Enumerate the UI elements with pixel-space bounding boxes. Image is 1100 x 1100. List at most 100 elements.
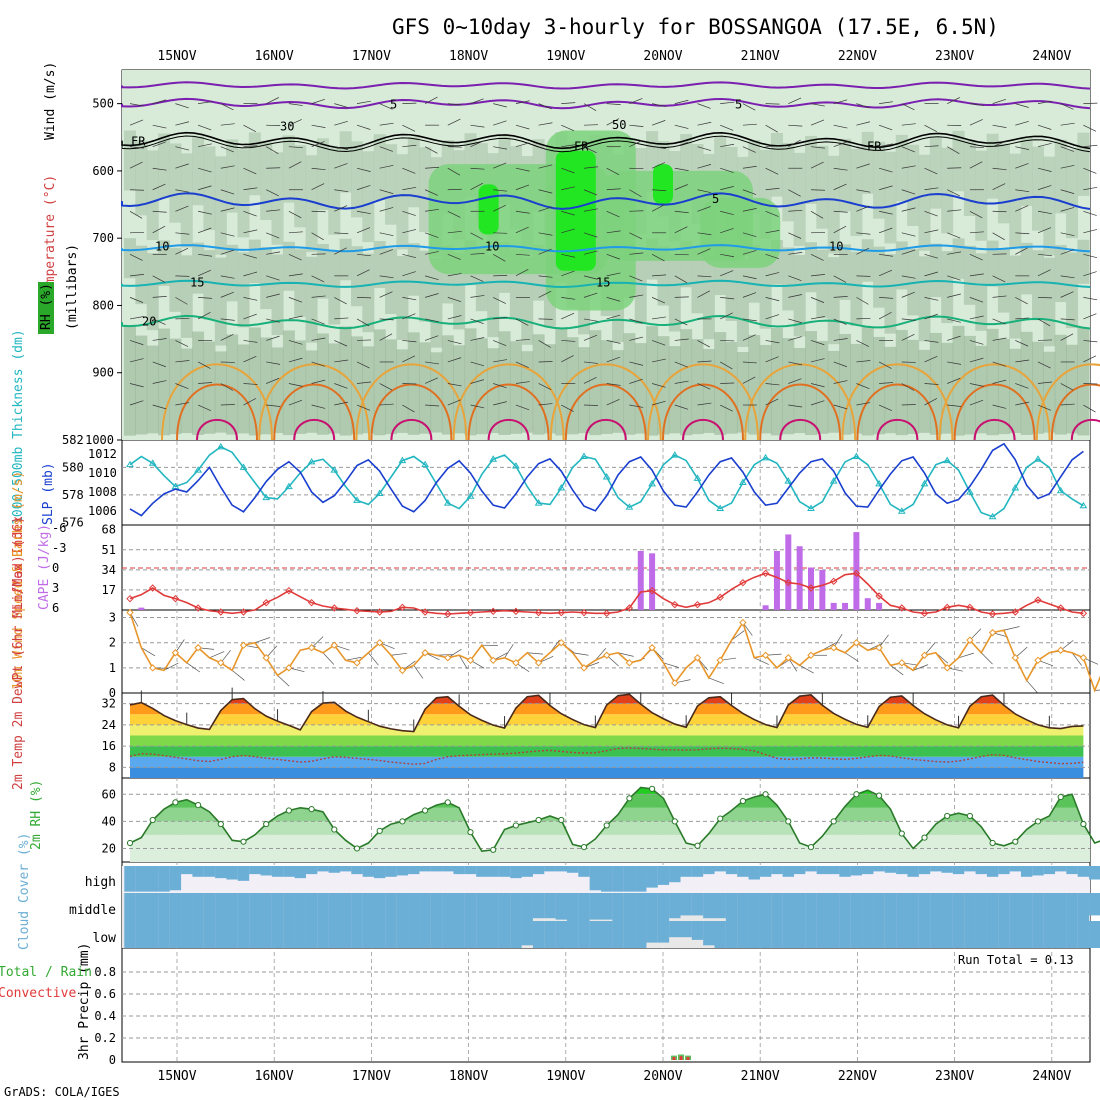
temp-band xyxy=(130,767,1084,778)
wind-barb xyxy=(742,189,757,195)
lifted-tick-label: 3 xyxy=(52,581,59,595)
wind-barb xyxy=(652,316,667,320)
thickness-marker xyxy=(489,455,498,462)
wind-barb xyxy=(742,103,756,111)
temperature-axis-label: Temperature (°C) xyxy=(43,175,58,300)
contour-label-ten: 10 xyxy=(829,239,843,253)
cloud-cell xyxy=(158,921,170,948)
wind-barb-10m xyxy=(595,647,607,661)
rh-marker xyxy=(603,822,610,829)
cloud-cell xyxy=(1055,893,1067,921)
lifted-marker xyxy=(829,577,838,586)
wind-marker xyxy=(444,654,452,662)
wind-barb xyxy=(220,232,235,237)
wind-barb xyxy=(969,254,983,261)
rh-shade-mid xyxy=(861,239,874,282)
wind-barb xyxy=(334,317,349,320)
cloud-cell xyxy=(930,921,942,948)
thickness-marker xyxy=(716,504,725,512)
footer-credit: GrADS: COLA/IGES xyxy=(4,1085,120,1099)
cloud-cell xyxy=(147,866,159,892)
lifted-marker xyxy=(534,608,543,617)
cloud-cell xyxy=(952,866,965,875)
wind-marker xyxy=(716,656,724,665)
wind-barb xyxy=(1037,404,1052,411)
wind-barb xyxy=(606,103,621,105)
thickness-marker xyxy=(761,453,770,461)
wind-barb xyxy=(969,399,984,406)
cloud-cell xyxy=(907,866,919,877)
rh-shade-mid xyxy=(214,257,227,346)
cape-lifted-panel: 68 51 34 17 -6 -3 0 3 6 xyxy=(52,521,1090,618)
rh-marker xyxy=(626,795,633,802)
wind-barb xyxy=(493,204,506,212)
wind-barb xyxy=(652,358,666,363)
cloud-cell xyxy=(737,866,749,877)
wind-barb xyxy=(266,318,280,323)
wind-barb xyxy=(924,355,938,363)
wind-barb xyxy=(1037,142,1052,148)
cloud-cell xyxy=(725,921,738,948)
wind-barb xyxy=(1060,103,1074,110)
wind-barb xyxy=(334,120,348,126)
wind-barb xyxy=(629,404,644,408)
cloud-cell xyxy=(793,866,806,875)
cape-tick-label: 51 xyxy=(102,543,116,557)
temp-band xyxy=(130,756,1084,768)
cloud-cell xyxy=(521,866,533,877)
temperature-panel-axis-label: 2m Temp 2m DewPt (6hr Min/Max) (°C) xyxy=(11,516,26,790)
wind-barb xyxy=(583,189,598,196)
wind-barb xyxy=(947,209,962,212)
rh-shade-mid xyxy=(770,132,783,197)
cloud-cell xyxy=(828,866,840,875)
wind-barb xyxy=(924,398,938,406)
wind-barb xyxy=(810,161,824,169)
wind-barb xyxy=(561,144,576,148)
wind-barb xyxy=(924,340,939,343)
wind-barb xyxy=(765,210,779,217)
rh-shade-mid xyxy=(1066,149,1079,239)
boundary-temp-contour xyxy=(1070,418,1100,441)
rh-shade-mid xyxy=(850,251,863,326)
cloud-cell xyxy=(816,893,829,921)
wind-barb xyxy=(1083,340,1098,343)
wind-barb xyxy=(742,275,757,280)
wind-barb xyxy=(129,358,144,363)
cloud-cell xyxy=(612,921,624,948)
slp-axis-label: SLP (mb) xyxy=(41,462,56,525)
wind-barb-10m xyxy=(1094,689,1100,691)
wind-barb xyxy=(924,167,938,175)
wind-barb xyxy=(1037,185,1052,191)
wind-marker xyxy=(285,664,293,672)
wind-marker xyxy=(1011,654,1020,662)
wind-barb xyxy=(901,232,916,237)
cloud-cell xyxy=(680,921,692,938)
rh-shade-mid xyxy=(1032,250,1044,321)
wind-barb xyxy=(720,167,734,173)
wind-barb xyxy=(311,98,326,104)
wind-barb xyxy=(266,146,279,154)
rh-shade-mid xyxy=(827,155,840,254)
rh-moist-area xyxy=(700,197,781,268)
thickness-marker xyxy=(670,451,679,458)
date-label-top: 15NOV xyxy=(157,49,196,64)
wind-barb xyxy=(1037,167,1052,172)
rh-shade-mid xyxy=(260,142,273,220)
wind-barb xyxy=(651,297,666,304)
cloud-cell xyxy=(476,866,488,877)
cloud-cell xyxy=(1055,921,1067,948)
cloud-cell xyxy=(328,921,340,948)
cloud-cell xyxy=(351,893,363,921)
cloud-cell xyxy=(646,921,658,943)
cloud-cell xyxy=(635,921,647,948)
wind-barb xyxy=(879,101,894,104)
wind-barb xyxy=(629,252,644,255)
wind-barb xyxy=(152,225,166,234)
wind-barb xyxy=(356,361,370,369)
rh-marker xyxy=(1080,820,1087,828)
thickness-marker xyxy=(693,474,702,481)
rh-shade-mid xyxy=(419,250,432,322)
cloud-cell xyxy=(555,893,567,920)
rh-shade-mid xyxy=(782,142,795,222)
wind-barb xyxy=(470,124,485,128)
